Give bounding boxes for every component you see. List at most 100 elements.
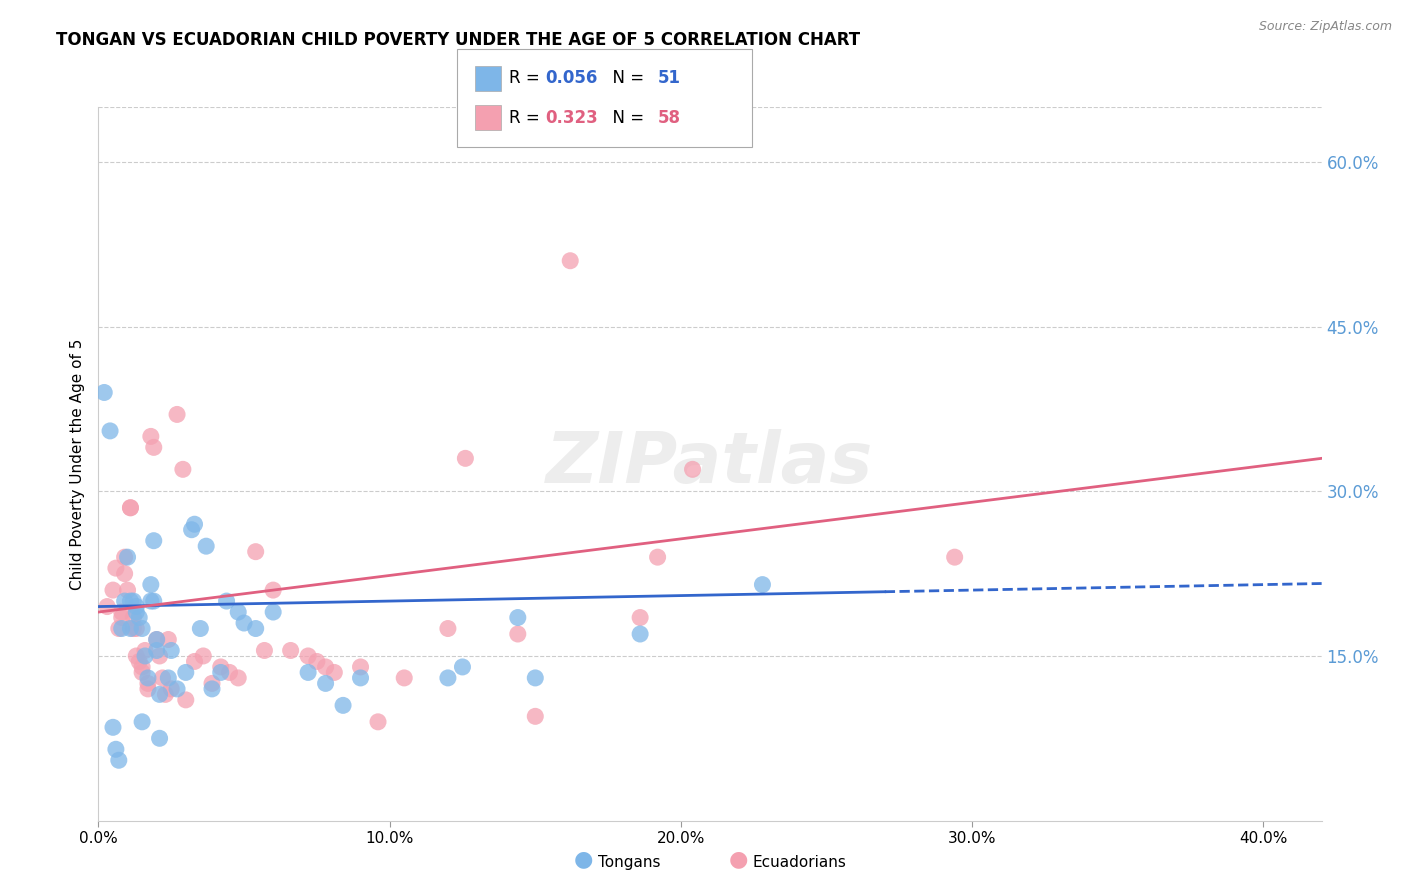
Text: R =: R =: [509, 70, 546, 87]
Point: [136, 681, 159, 696]
Text: Source: ZipAtlas.com: Source: ZipAtlas.com: [1258, 20, 1392, 33]
Point: [155, 687, 177, 701]
Text: N =: N =: [602, 109, 650, 127]
Point: [172, 462, 194, 476]
Point: [157, 632, 180, 647]
Point: [139, 429, 162, 443]
Point: [253, 643, 276, 657]
Point: [145, 632, 167, 647]
Text: TONGAN VS ECUADORIAN CHILD POVERTY UNDER THE AGE OF 5 CORRELATION CHART: TONGAN VS ECUADORIAN CHILD POVERTY UNDER…: [56, 31, 860, 49]
Y-axis label: Child Poverty Under the Age of 5: Child Poverty Under the Age of 5: [69, 338, 84, 590]
Point: [209, 665, 232, 680]
Text: N =: N =: [602, 70, 650, 87]
Point: [215, 594, 238, 608]
Point: [131, 714, 153, 729]
Point: [98, 424, 121, 438]
Point: [183, 517, 205, 532]
Point: [454, 451, 477, 466]
Point: [262, 605, 284, 619]
Point: [323, 665, 346, 680]
Point: [315, 676, 337, 690]
Point: [297, 665, 319, 680]
Point: [120, 594, 142, 608]
Point: [332, 698, 354, 713]
Point: [524, 671, 547, 685]
Point: [245, 544, 267, 558]
Point: [125, 622, 148, 636]
Point: [101, 720, 124, 734]
Point: [122, 594, 145, 608]
Point: [166, 408, 188, 422]
Point: [682, 462, 704, 476]
Text: 51: 51: [658, 70, 681, 87]
Point: [120, 500, 142, 515]
Point: [114, 566, 136, 581]
Point: [131, 660, 153, 674]
Point: [131, 622, 153, 636]
Text: ●: ●: [574, 850, 593, 870]
Point: [174, 693, 197, 707]
Point: [114, 550, 136, 565]
Text: Ecuadorians: Ecuadorians: [752, 855, 846, 870]
Point: [560, 253, 582, 268]
Point: [218, 665, 240, 680]
Point: [166, 681, 188, 696]
Point: [180, 523, 202, 537]
Point: [101, 583, 124, 598]
Point: [149, 687, 172, 701]
Point: [96, 599, 118, 614]
Point: [117, 583, 139, 598]
Point: [120, 622, 142, 636]
Point: [136, 671, 159, 685]
Point: [122, 622, 145, 636]
Point: [245, 622, 267, 636]
Point: [134, 643, 156, 657]
Point: [506, 627, 529, 641]
Point: [108, 622, 131, 636]
Point: [139, 594, 162, 608]
Point: [142, 533, 165, 548]
Point: [226, 605, 249, 619]
Point: [122, 610, 145, 624]
Text: 0.056: 0.056: [546, 70, 598, 87]
Point: [201, 681, 224, 696]
Point: [188, 622, 212, 636]
Text: R =: R =: [509, 109, 546, 127]
Point: [104, 561, 127, 575]
Point: [125, 605, 148, 619]
Point: [160, 681, 183, 696]
Point: [647, 550, 669, 565]
Point: [111, 610, 134, 624]
Point: [136, 676, 159, 690]
Point: [149, 731, 172, 746]
Point: [233, 615, 256, 630]
Text: ZIPatlas: ZIPatlas: [547, 429, 873, 499]
Point: [628, 627, 651, 641]
Point: [149, 648, 172, 663]
Point: [157, 671, 180, 685]
Point: [128, 610, 150, 624]
Point: [183, 655, 205, 669]
Point: [315, 660, 337, 674]
Point: [111, 605, 134, 619]
Point: [152, 671, 174, 685]
Point: [226, 671, 249, 685]
Point: [120, 500, 142, 515]
Point: [114, 594, 136, 608]
Point: [174, 665, 197, 680]
Point: [125, 648, 148, 663]
Point: [145, 643, 167, 657]
Point: [506, 610, 529, 624]
Point: [451, 660, 474, 674]
Point: [142, 594, 165, 608]
Point: [93, 385, 115, 400]
Point: [117, 550, 139, 565]
Text: 0.323: 0.323: [546, 109, 599, 127]
Point: [367, 714, 389, 729]
Point: [104, 742, 127, 756]
Point: [437, 622, 460, 636]
Point: [437, 671, 460, 685]
Point: [305, 655, 328, 669]
Point: [943, 550, 966, 565]
Point: [131, 665, 153, 680]
